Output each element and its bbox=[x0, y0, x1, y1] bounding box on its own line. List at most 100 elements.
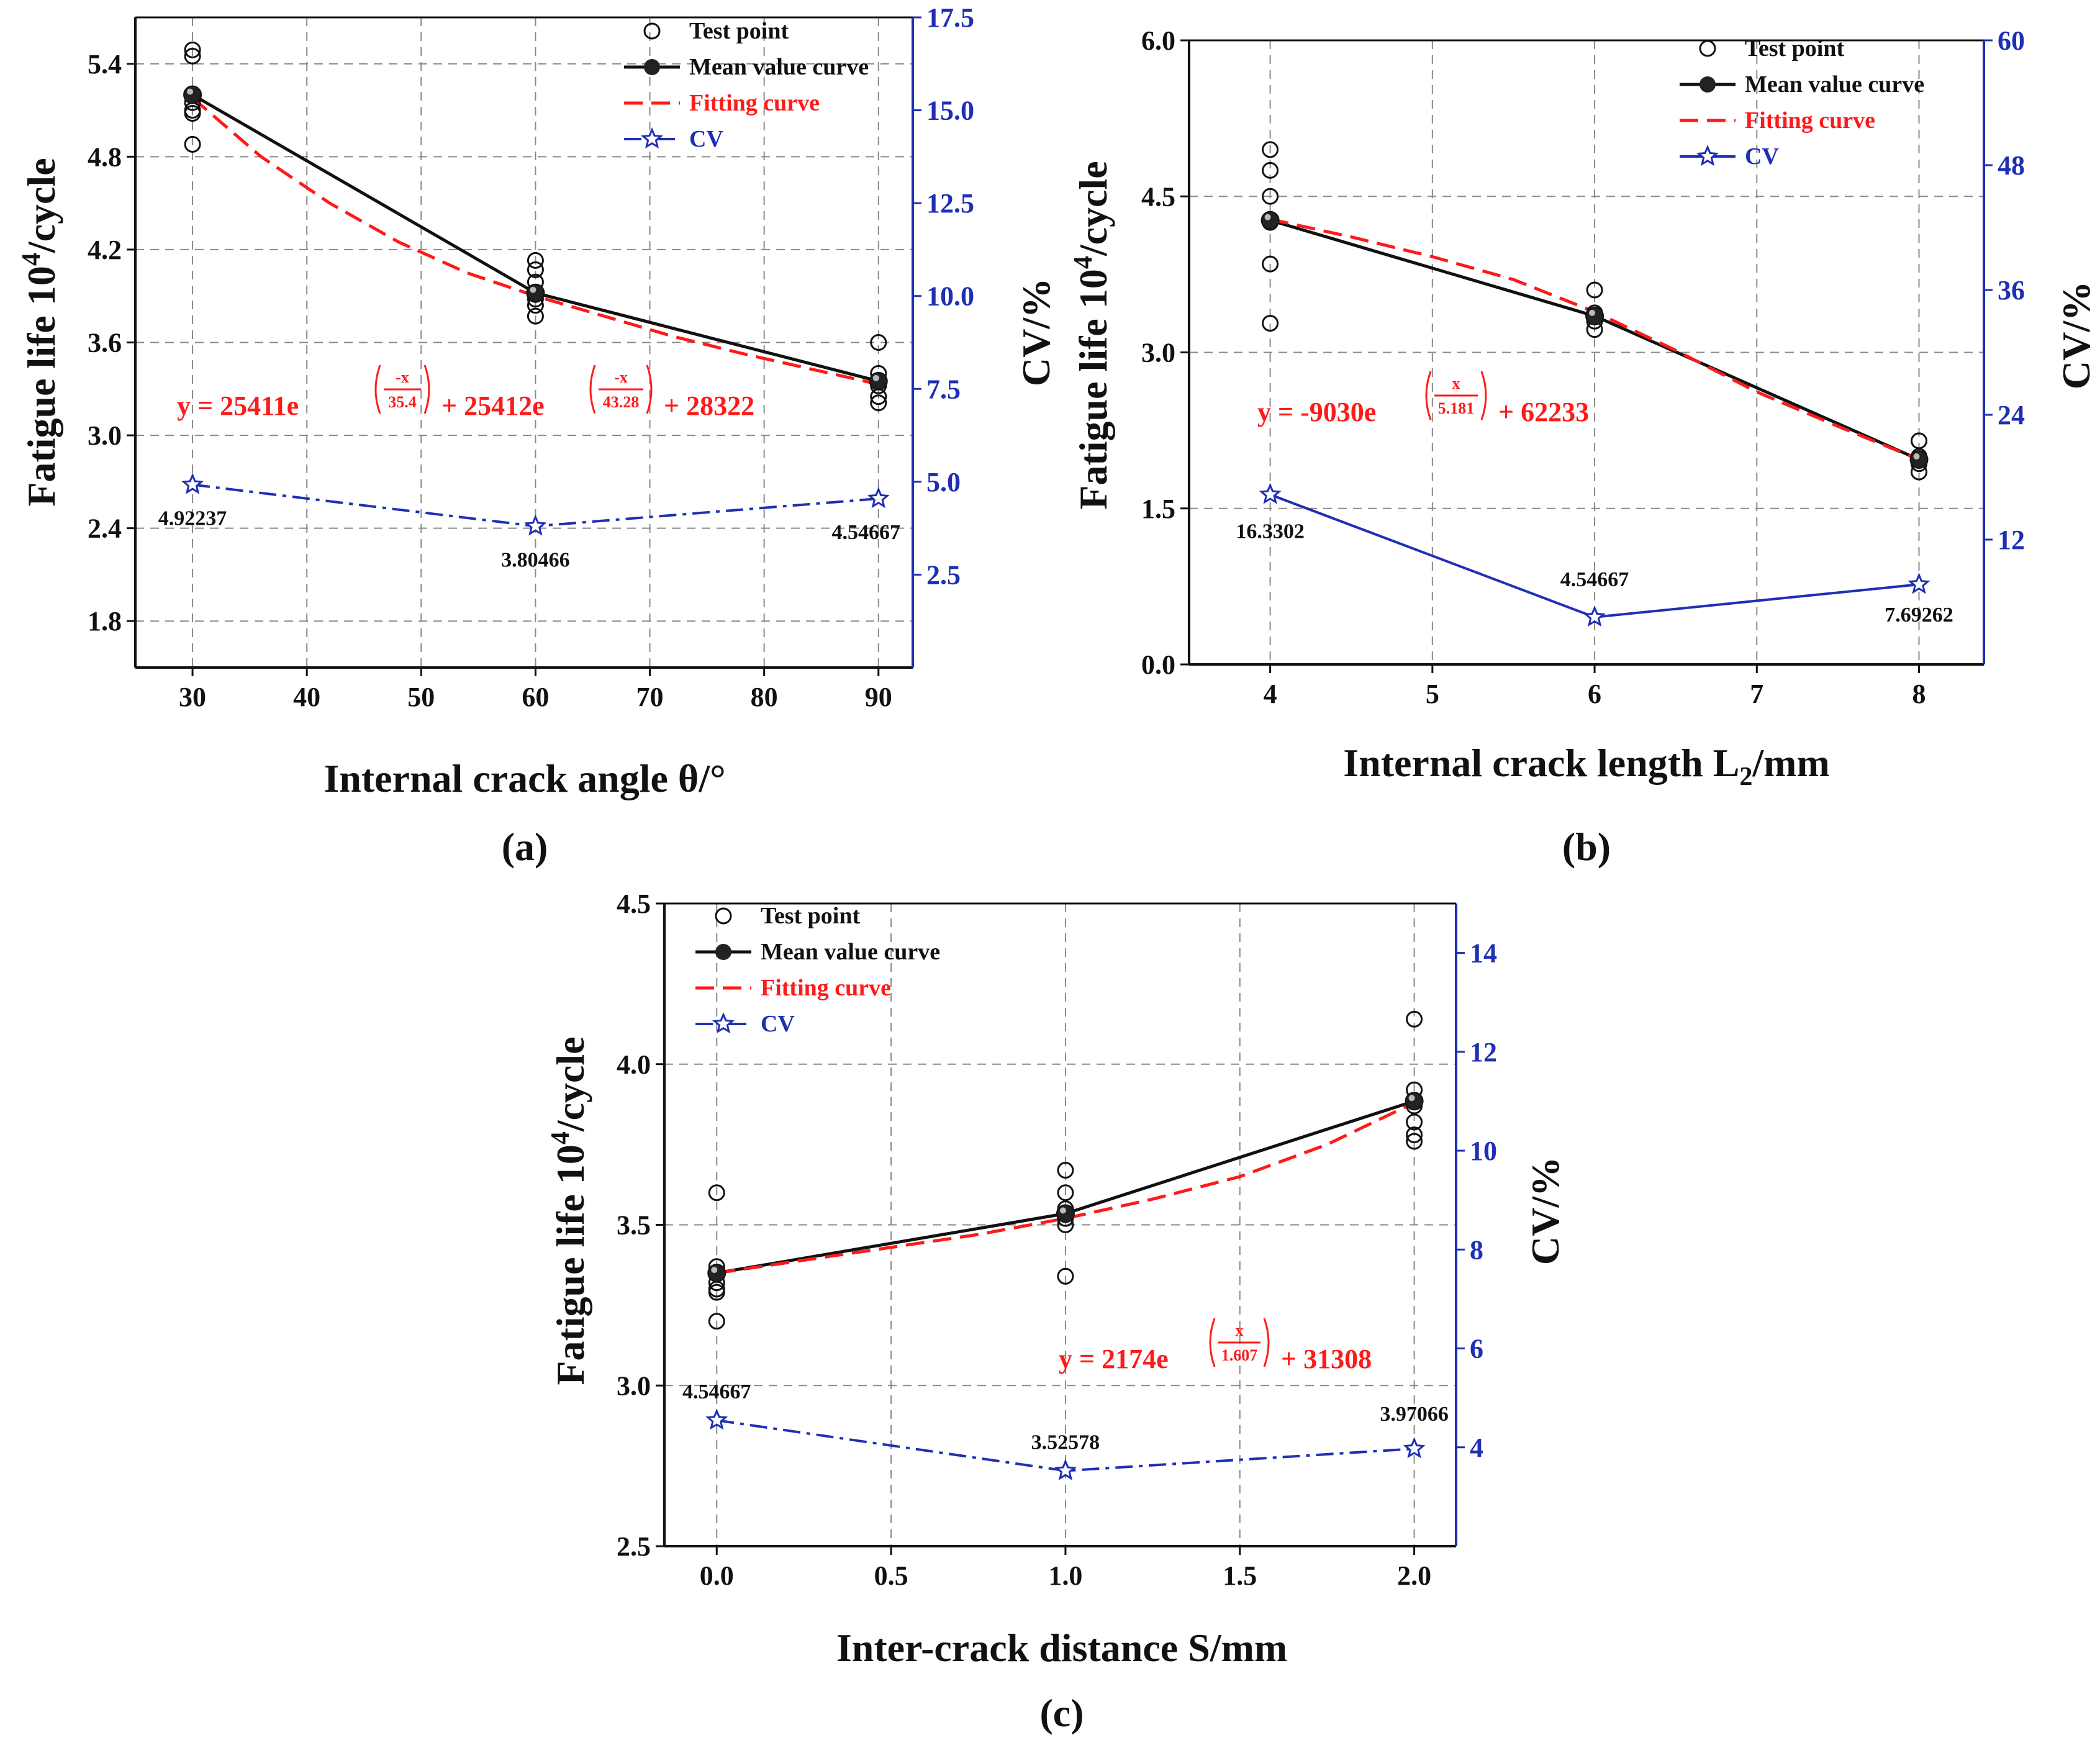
test-point bbox=[1406, 1010, 1423, 1028]
panel-b-points bbox=[1259, 141, 1930, 627]
panel-a-ylabel-sup: 4 bbox=[17, 253, 46, 266]
x-tick-label: 2.0 bbox=[1397, 1560, 1431, 1591]
panel-a-ylabel-suffix: /cycle bbox=[19, 158, 63, 253]
y-tick-label: 3.0 bbox=[88, 420, 122, 451]
mean-point-highlight bbox=[1264, 214, 1271, 220]
mean-point bbox=[1585, 306, 1604, 325]
panel-c-eq-exp1-rparen bbox=[1263, 1318, 1270, 1367]
test-point bbox=[527, 251, 544, 269]
cv-point bbox=[867, 487, 890, 509]
x-tick-label: 0.0 bbox=[700, 1560, 734, 1591]
panel-a-ylabel-prefix: Fatigue life 10 bbox=[19, 266, 63, 506]
y-tick-label: 3.0 bbox=[1141, 338, 1175, 368]
x-tick-label: 7 bbox=[1750, 679, 1763, 709]
y2-tick-label: 60 bbox=[1998, 25, 2025, 56]
y2-tick-label: 2.5 bbox=[926, 559, 961, 590]
test-point bbox=[870, 334, 887, 351]
test-point bbox=[1406, 1113, 1423, 1131]
cv-value-label: 16.3302 bbox=[1236, 520, 1305, 543]
y-tick-label: 5.4 bbox=[88, 49, 122, 79]
legend-test-point-icon bbox=[715, 907, 732, 925]
legend-cv-label: CV bbox=[1745, 143, 1779, 170]
legend-mean-label: Mean value curve bbox=[1745, 71, 1924, 97]
y2-tick-label: 10 bbox=[1470, 1136, 1497, 1166]
y-tick-label: 4.2 bbox=[88, 235, 122, 265]
mean-point-highlight bbox=[187, 88, 194, 95]
panel-a-cv-labels: 4.92237 3.80466 4.54667 bbox=[158, 507, 900, 572]
x-tick-label: 6 bbox=[1588, 679, 1601, 709]
x-tick-label: 50 bbox=[407, 682, 435, 712]
x-tick-label: 0.5 bbox=[874, 1560, 908, 1591]
y2-tick-label: 5.0 bbox=[926, 467, 961, 497]
y-tick-label: 4.0 bbox=[617, 1049, 651, 1080]
x-tick-label: 60 bbox=[522, 682, 549, 712]
y-tick-label: 3.5 bbox=[617, 1210, 651, 1241]
legend-mean-label: Mean value curve bbox=[761, 939, 940, 965]
panel-a-eq-exp1-num: -x bbox=[396, 368, 409, 386]
test-point bbox=[708, 1313, 725, 1330]
x-tick-label: 1.5 bbox=[1223, 1560, 1257, 1591]
panel-c-ylabel-sup: 4 bbox=[546, 1131, 575, 1144]
test-point bbox=[1262, 188, 1279, 205]
y2-tick-label: 48 bbox=[1998, 150, 2025, 181]
test-point bbox=[1262, 315, 1279, 332]
test-point bbox=[184, 41, 201, 58]
cv-value-label: 3.80466 bbox=[501, 548, 570, 571]
test-point bbox=[184, 135, 201, 153]
mean-point bbox=[707, 1264, 726, 1283]
panel-a-eq-prefix: y = 25411e bbox=[177, 391, 299, 421]
panel-a-eq-tail: + 28322 bbox=[657, 391, 754, 421]
panel-c-eq-exp1-num: x bbox=[1236, 1321, 1244, 1339]
test-point bbox=[1057, 1267, 1074, 1285]
mean-point-highlight bbox=[1408, 1095, 1415, 1102]
panel-b-ylabel: Fatigue life 104/cycle bbox=[1069, 161, 1115, 509]
panel-b-eq-exp1-lparen bbox=[1425, 371, 1432, 420]
legend-fit-label: Fitting curve bbox=[761, 975, 891, 1001]
x-tick-label: 1.0 bbox=[1048, 1560, 1082, 1591]
panel-c: 0.0 0.5 1.0 1.5 2.02.53.03.54.04.5468101214 … bbox=[546, 889, 1567, 1735]
y-tick-label: 6.0 bbox=[1141, 25, 1175, 56]
cv-value-label: 4.92237 bbox=[158, 507, 227, 530]
cv-value-label: 4.54667 bbox=[832, 521, 901, 544]
legend-mean-icon bbox=[1699, 76, 1716, 93]
panel-a-eq-exp1-den: 35.4 bbox=[388, 393, 417, 411]
test-point bbox=[1057, 1184, 1074, 1202]
cv-point bbox=[1583, 605, 1606, 627]
panel-b-cv-labels: 16.3302 4.54667 7.69262 bbox=[1236, 520, 1953, 627]
panel-c-legend: Test point Mean value curve Fitting curve C… bbox=[695, 903, 940, 1037]
panel-b-panel-label: (b) bbox=[1562, 825, 1611, 869]
legend-cv-icon bbox=[640, 127, 664, 149]
mean-point bbox=[1909, 450, 1929, 469]
panel-a: 30 40 50 60 70 80 90 1.8 2.4 3.0 3.6 4.2 4.8 5.4 2.5 5.… bbox=[17, 2, 1058, 869]
y2-tick-label: 6 bbox=[1470, 1334, 1483, 1364]
y2-tick-label: 24 bbox=[1998, 400, 2025, 430]
cv-value-label: 3.97066 bbox=[1380, 1403, 1449, 1426]
cv-value-label: 4.54667 bbox=[1560, 568, 1629, 591]
x-tick-label: 70 bbox=[636, 682, 664, 712]
x-tick-label: 5 bbox=[1426, 679, 1439, 709]
panel-a-equation: y = 25411e bbox=[177, 391, 299, 421]
y2-tick-label: 14 bbox=[1470, 938, 1497, 969]
panel-b-xlabel: Internal crack length L2/mm bbox=[1343, 741, 1830, 791]
cv-value-label: 7.69262 bbox=[1885, 604, 1953, 627]
cv-point bbox=[181, 473, 204, 494]
test-point bbox=[708, 1284, 725, 1301]
y-tick-label: 1.8 bbox=[88, 606, 122, 636]
panel-b-eq-prefix: y = -9030e bbox=[1257, 397, 1376, 427]
panel-a-eq-exp2-lparen bbox=[589, 365, 596, 414]
panel-a-legend: Test point Mean value curve Fitting curve C… bbox=[624, 18, 869, 152]
legend-test-point-label: Test point bbox=[1745, 35, 1844, 61]
x-tick-label: 80 bbox=[751, 682, 778, 712]
panel-b-eq-exp1-num: x bbox=[1452, 374, 1460, 392]
y2-tick-label: 17.5 bbox=[926, 2, 974, 33]
y-tick-label: 3.0 bbox=[617, 1370, 651, 1401]
y2-tick-label: 10.0 bbox=[926, 281, 974, 312]
y-tick-label: 0.0 bbox=[1141, 650, 1175, 680]
y-tick-label: 1.5 bbox=[1141, 494, 1175, 524]
legend-mean-icon bbox=[644, 59, 660, 75]
panel-b-eq-exp1-den: 5.181 bbox=[1438, 399, 1475, 417]
panel-b-eq-exp1-rparen bbox=[1480, 371, 1487, 420]
mean-point bbox=[1260, 211, 1280, 230]
legend-mean-icon bbox=[715, 944, 731, 960]
panel-a-ylabel: Fatigue life 104/cycle bbox=[17, 158, 63, 506]
